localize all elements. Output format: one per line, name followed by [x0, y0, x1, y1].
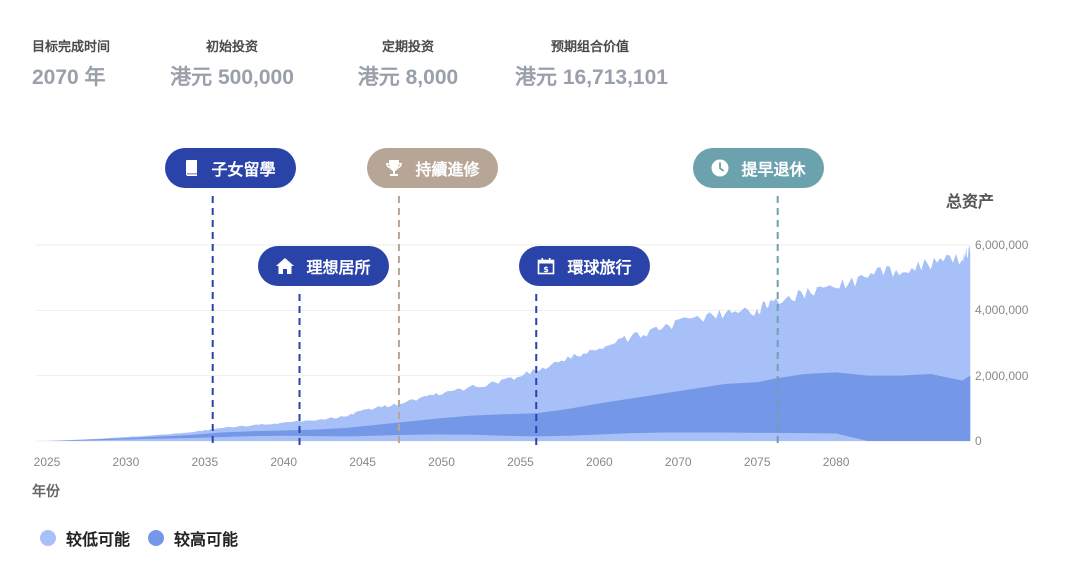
x-tick-label: 2055 — [507, 455, 534, 469]
chart-legend: 较低可能 较高可能 — [40, 526, 256, 550]
legend-label: 较低可能 — [66, 532, 131, 549]
goal-pill-further-study[interactable]: 持續進修 — [367, 148, 498, 188]
area-higher-probability — [47, 372, 971, 441]
x-tick-label: 2070 — [664, 455, 692, 469]
goal-label: 子女留學 — [211, 162, 276, 179]
trophy-icon — [386, 160, 403, 176]
goal-label: 提早退休 — [741, 162, 806, 179]
x-tick-label: 2080 — [822, 455, 850, 469]
stat-target-year: 目标完成时间 2070 年 — [32, 36, 110, 91]
x-tick-label: 2025 — [33, 455, 61, 469]
goal-pill-children-education[interactable]: 子女留學 — [165, 148, 296, 188]
stat-label: 初始投资 — [205, 39, 258, 54]
x-tick-label: 2050 — [428, 455, 455, 469]
clock-icon — [711, 159, 729, 177]
goal-label: 理想居所 — [306, 260, 371, 277]
x-tick-label: 2035 — [191, 455, 219, 469]
stat-initial-investment: 初始投资 港元 500,000 — [164, 36, 300, 91]
legend-swatch — [40, 530, 56, 546]
legend-item-lower-probability[interactable]: 较低可能 — [40, 526, 130, 550]
x-tick-label: 2040 — [270, 455, 298, 469]
legend-swatch — [148, 530, 165, 546]
y-tick-label: 0 — [975, 434, 982, 448]
stat-value: 港元 16,713,101 — [515, 66, 668, 89]
stat-label: 定期投资 — [381, 39, 434, 54]
goal-pill-early-retirement[interactable]: 提早退休 — [693, 148, 824, 188]
svg-text:$: $ — [544, 265, 550, 274]
y-tick-label: 4,000,000 — [975, 303, 1029, 318]
legend-label: 较高可能 — [174, 532, 239, 549]
goal-pill-world-travel[interactable]: $ 環球旅行 — [519, 246, 650, 286]
x-axis-title: 年份 — [32, 483, 60, 499]
y-axis-title: 总资产 — [946, 194, 995, 211]
stat-label: 预期组合价值 — [550, 39, 629, 54]
chart-areas — [47, 245, 971, 441]
stat-label: 目标完成时间 — [32, 39, 111, 54]
goal-lines — [211, 196, 779, 445]
goal-label: 持續進修 — [415, 162, 480, 179]
calendar-dollar-icon: $ — [538, 258, 555, 275]
legend-item-higher-probability[interactable]: 较高可能 — [148, 526, 238, 550]
stat-regular-investment: 定期投资 港元 8,000 — [354, 36, 462, 91]
stat-expected-portfolio-value: 预期组合价值 港元 16,713,101 — [515, 36, 668, 91]
stat-value: 港元 8,000 — [357, 66, 459, 89]
goal-label: 環球旅行 — [567, 260, 632, 277]
stat-value: 港元 500,000 — [170, 66, 294, 89]
y-tick-label: 2,000,000 — [975, 368, 1029, 383]
x-tick-label: 2060 — [586, 455, 613, 469]
x-tick-label: 2030 — [112, 455, 140, 469]
book-icon — [186, 160, 198, 176]
summary-bar: 目标完成时间 2070 年 初始投资 港元 500,000 定期投资 港元 8,… — [0, 36, 700, 96]
y-tick-label: 6,000,000 — [975, 238, 1029, 252]
stat-value: 2070 年 — [32, 66, 106, 89]
x-tick-label: 2075 — [743, 455, 771, 469]
goal-pill-ideal-home[interactable]: 理想居所 — [258, 246, 389, 286]
x-tick-label: 2045 — [349, 455, 376, 469]
home-icon — [276, 258, 295, 274]
